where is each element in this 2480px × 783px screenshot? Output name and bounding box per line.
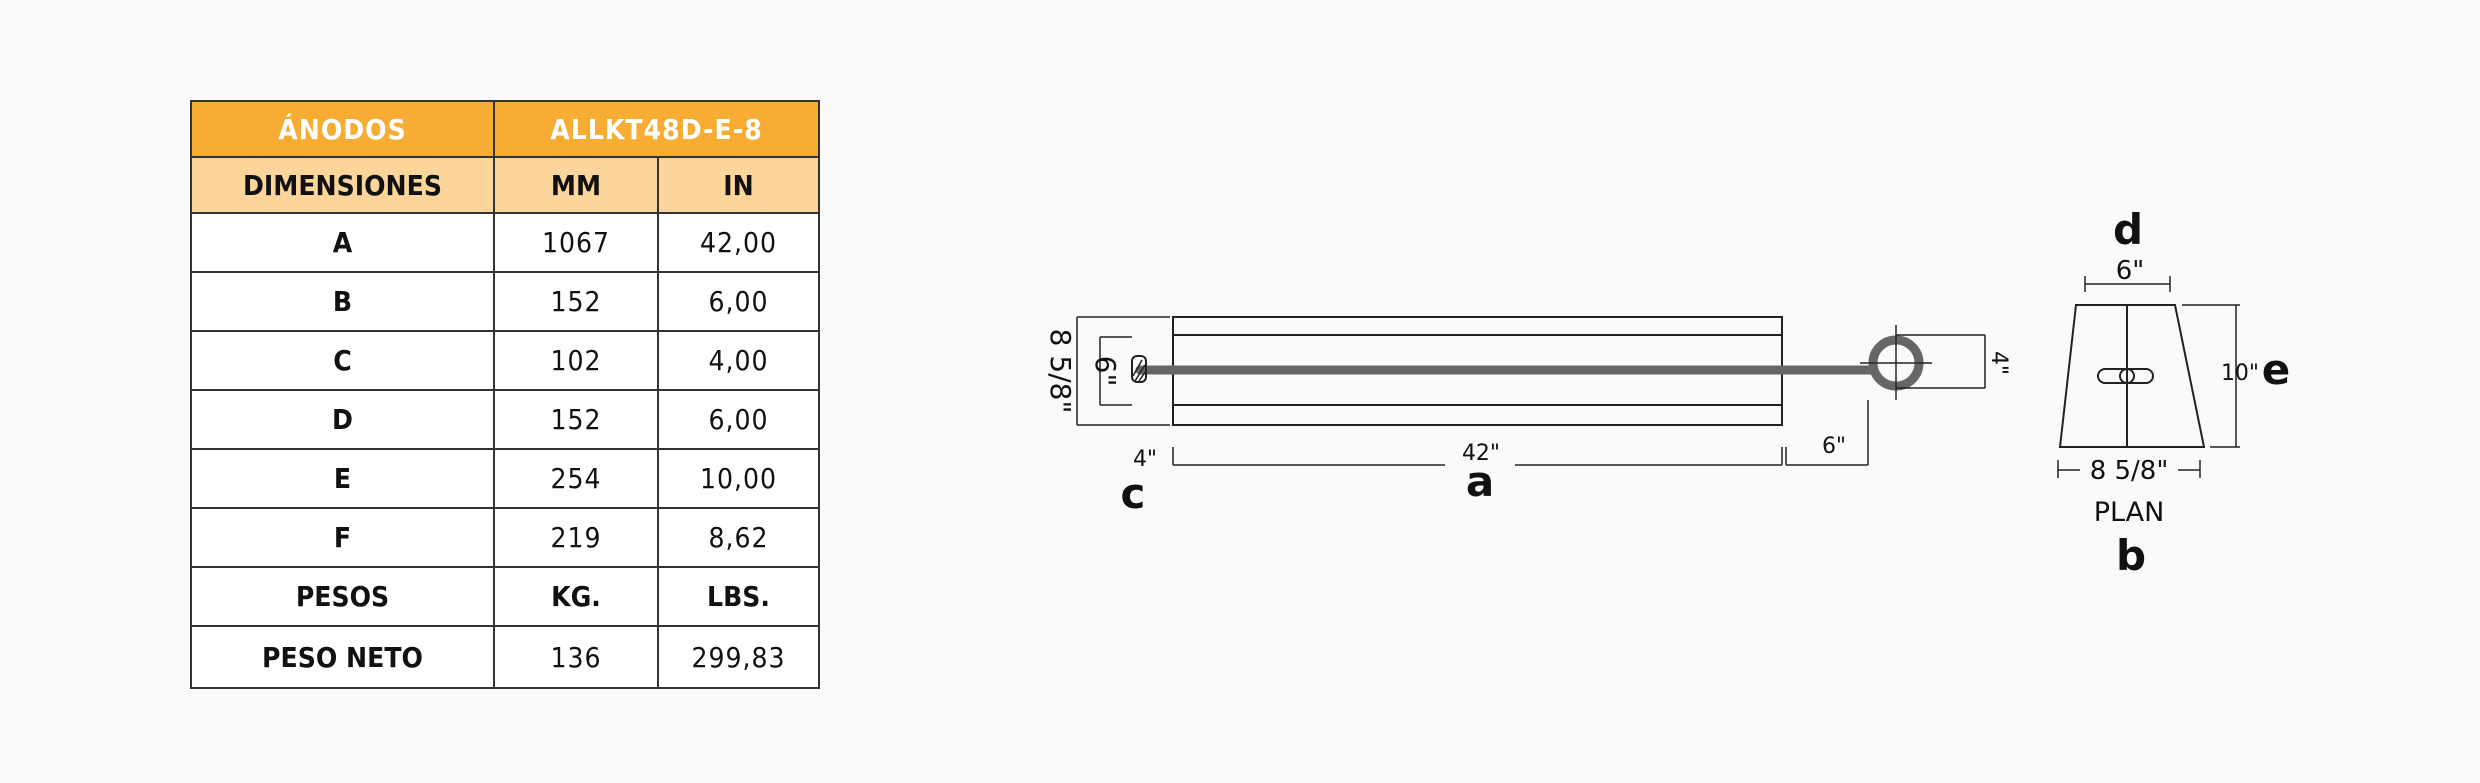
dimension-letter-d: d	[2113, 205, 2143, 254]
row-mm: 254	[493, 448, 659, 509]
table-row: B 152 6,00	[190, 271, 820, 332]
total-height-dimension-line	[1076, 316, 1170, 426]
row-in: 6,00	[657, 389, 820, 450]
inner-height-label: 6"	[1089, 356, 1122, 387]
dimension-letter-b: b	[2116, 531, 2146, 580]
in-header: IN	[657, 156, 820, 214]
top-width-dimension-line	[2084, 276, 2171, 292]
row-in: 8,62	[657, 507, 820, 568]
net-weight-label: PESO NETO	[190, 625, 495, 689]
row-label: F	[190, 507, 495, 568]
kg-header: KG.	[493, 566, 659, 627]
net-weight-lbs: 299,83	[657, 625, 820, 689]
table-row: E 254 10,00	[190, 448, 820, 509]
dimension-letter-c: c	[1121, 469, 1146, 518]
row-label: C	[190, 330, 495, 391]
plan-trapezoid	[2058, 304, 2206, 448]
lbs-header: LBS.	[657, 566, 820, 627]
model-code-header: ALLKT48D-E-8	[493, 100, 820, 158]
row-mm: 152	[493, 389, 659, 450]
top-width-label: 6"	[2116, 256, 2145, 286]
row-label: E	[190, 448, 495, 509]
anodes-header: ÁNODOS	[190, 100, 495, 158]
bottom-width-label: 8 5/8"	[2090, 456, 2169, 486]
row-in: 6,00	[657, 271, 820, 332]
dimension-letter-a: a	[1466, 457, 1494, 506]
row-label: D	[190, 389, 495, 450]
row-in: 42,00	[657, 212, 820, 273]
row-in: 10,00	[657, 448, 820, 509]
table-row: D 152 6,00	[190, 389, 820, 450]
length-dimension-line	[1172, 447, 1783, 466]
inner-height-dimension-line	[1099, 336, 1132, 406]
plan-strap-hole	[2119, 368, 2135, 384]
total-height-label: 8 5/8"	[1044, 329, 1077, 414]
eye-height-dimension-line	[1896, 334, 1986, 389]
row-in: 4,00	[657, 330, 820, 391]
table-row: A 1067 42,00	[190, 212, 820, 273]
row-mm: 1067	[493, 212, 659, 273]
row-label: A	[190, 212, 495, 273]
net-weight-row: PESO NETO 136 299,83	[190, 625, 820, 689]
weights-label: PESOS	[190, 566, 495, 627]
row-mm: 219	[493, 507, 659, 568]
dimensions-header: DIMENSIONES	[190, 156, 495, 214]
plan-strap-slot	[2097, 368, 2154, 384]
dimension-letter-e: e	[2262, 345, 2291, 394]
row-label: B	[190, 271, 495, 332]
dimensions-table: ÁNODOS ALLKT48D-E-8 DIMENSIONES MM IN A …	[190, 100, 820, 689]
table-units-row: DIMENSIONES MM IN	[190, 156, 820, 214]
weights-header-row: PESOS KG. LBS.	[190, 566, 820, 627]
plan-caption: PLAN	[2094, 497, 2165, 528]
row-mm: 152	[493, 271, 659, 332]
table-title-row: ÁNODOS ALLKT48D-E-8	[190, 100, 820, 158]
row-mm: 102	[493, 330, 659, 391]
plan-height-dimension-line	[2182, 304, 2240, 448]
mm-header: MM	[493, 156, 659, 214]
eye-height-label: 4"	[1986, 351, 2011, 375]
right-offset-label: 6"	[1822, 434, 1846, 459]
table-row: C 102 4,00	[190, 330, 820, 391]
plan-view	[2057, 276, 2240, 478]
side-view	[1076, 316, 1986, 466]
length-label: 42"	[1462, 441, 1500, 466]
left-offset-label: 4"	[1133, 447, 1157, 472]
table-row: F 219 8,62	[190, 507, 820, 568]
plan-height-label: 10"	[2221, 361, 2259, 386]
net-weight-kg: 136	[493, 625, 659, 689]
right-offset-dimension-line	[1785, 400, 1869, 466]
strap-end-hatch	[1131, 355, 1147, 383]
bottom-width-dimension-line	[2057, 460, 2201, 478]
